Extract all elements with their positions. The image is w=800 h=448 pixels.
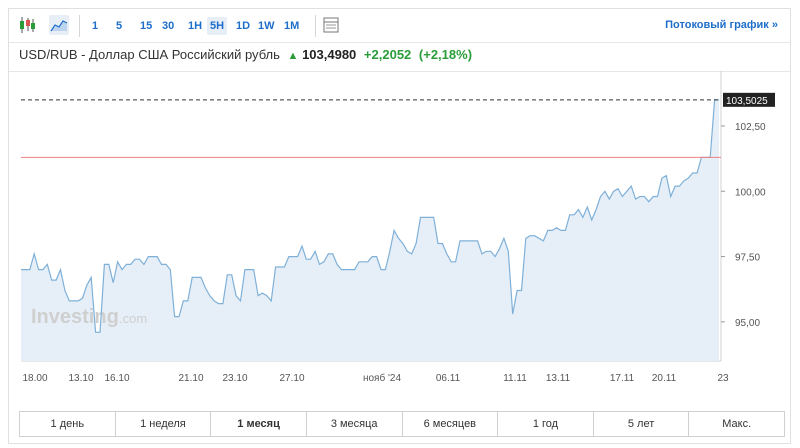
x-tick-label: 13.10 [68, 373, 93, 384]
last-value-badge [723, 92, 775, 107]
period-selector: 1 день 1 неделя 1 месяц 3 месяца 6 месяцев 1 … [19, 411, 785, 437]
interval-30-button[interactable]: 30 [162, 20, 175, 32]
x-tick-label: 11.11 [503, 373, 527, 384]
y-tick-label: 95,00 [735, 318, 760, 329]
y-tick-label: 102,50 [735, 122, 766, 133]
price-line [21, 99, 719, 333]
price-change-percent: (+2,18%) [418, 47, 473, 62]
price-change: +2,2052 [363, 47, 412, 62]
header-divider [9, 71, 790, 72]
y-tick-label: 100,00 [735, 187, 766, 198]
x-tick-label: 21.10 [178, 373, 203, 384]
interval-5h-button[interactable]: 5H [207, 17, 228, 35]
last-price: 103,4980 [302, 47, 357, 62]
interval-15-button[interactable]: 15 [140, 20, 153, 32]
period-button[interactable]: 1 день [20, 412, 116, 436]
x-tick-label: 13.11 [546, 373, 571, 384]
toolbar-divider [9, 42, 790, 43]
period-button[interactable]: 3 месяца [307, 412, 403, 436]
x-tick-label: 17.11 [610, 373, 635, 384]
double-chevron-right-icon: » [771, 19, 778, 31]
x-tick-label: 27.10 [279, 373, 304, 384]
streaming-chart-label: Потоковый график [665, 19, 769, 31]
chart-toolbar: 1 5 15 30 1H 5H 1D 1W 1M Потоковый график » [9, 9, 790, 43]
interval-1-button[interactable]: 1 [92, 20, 99, 32]
period-button[interactable]: 1 месяц [211, 412, 307, 436]
table-view-icon[interactable] [321, 15, 341, 35]
watermark-suffix: .com [119, 311, 147, 326]
streaming-chart-link[interactable]: Потоковый график » [665, 19, 778, 31]
interval-1m-button[interactable]: 1M [284, 20, 300, 32]
instrument-header: USD/RUB - Доллар США Российский рубль ▲ … [19, 47, 472, 62]
period-button[interactable]: Макс. [722, 418, 752, 430]
interval-1h-button[interactable]: 1H [188, 20, 203, 32]
instrument-name: USD/RUB - Доллар США Российский рубль [19, 47, 280, 62]
y-tick-label: 97,50 [735, 253, 760, 264]
toolbar-separator [79, 15, 80, 37]
x-tick-label: 16.10 [104, 373, 129, 384]
watermark-brand: Investing [31, 306, 119, 328]
period-button[interactable]: 1 год [498, 412, 594, 436]
x-tick-label: 23 [717, 373, 729, 384]
x-tick-label: нояб '24 [363, 372, 401, 384]
x-tick-label: 06.11 [436, 373, 461, 384]
candlestick-chart-icon[interactable] [17, 15, 37, 35]
interval-1w-button[interactable]: 1W [258, 20, 275, 32]
price-chart[interactable]: Investing .com 103,5025 95,00 97,50 100,00 102… [9, 9, 792, 409]
x-tick-label: 18.00 [22, 373, 47, 384]
chart-widget: 1 5 15 30 1H 5H 1D 1W 1M Потоковый график » USD/… [8, 8, 791, 444]
x-tick-label: 20.11 [652, 373, 677, 384]
interval-1d-button[interactable]: 1D [236, 20, 251, 32]
x-tick-label: 23.10 [222, 373, 247, 384]
toolbar-separator [315, 15, 316, 37]
area-chart-icon[interactable] [49, 15, 69, 35]
last-value-label: 103,5025 [726, 96, 768, 107]
interval-5-button[interactable]: 5 [116, 20, 123, 32]
price-area [21, 99, 719, 362]
period-button[interactable]: 5 лет [594, 412, 690, 436]
period-button[interactable]: 1 неделя [116, 412, 212, 436]
arrow-up-icon: ▲ [287, 50, 299, 62]
period-button[interactable]: 6 месяцев [403, 412, 499, 436]
